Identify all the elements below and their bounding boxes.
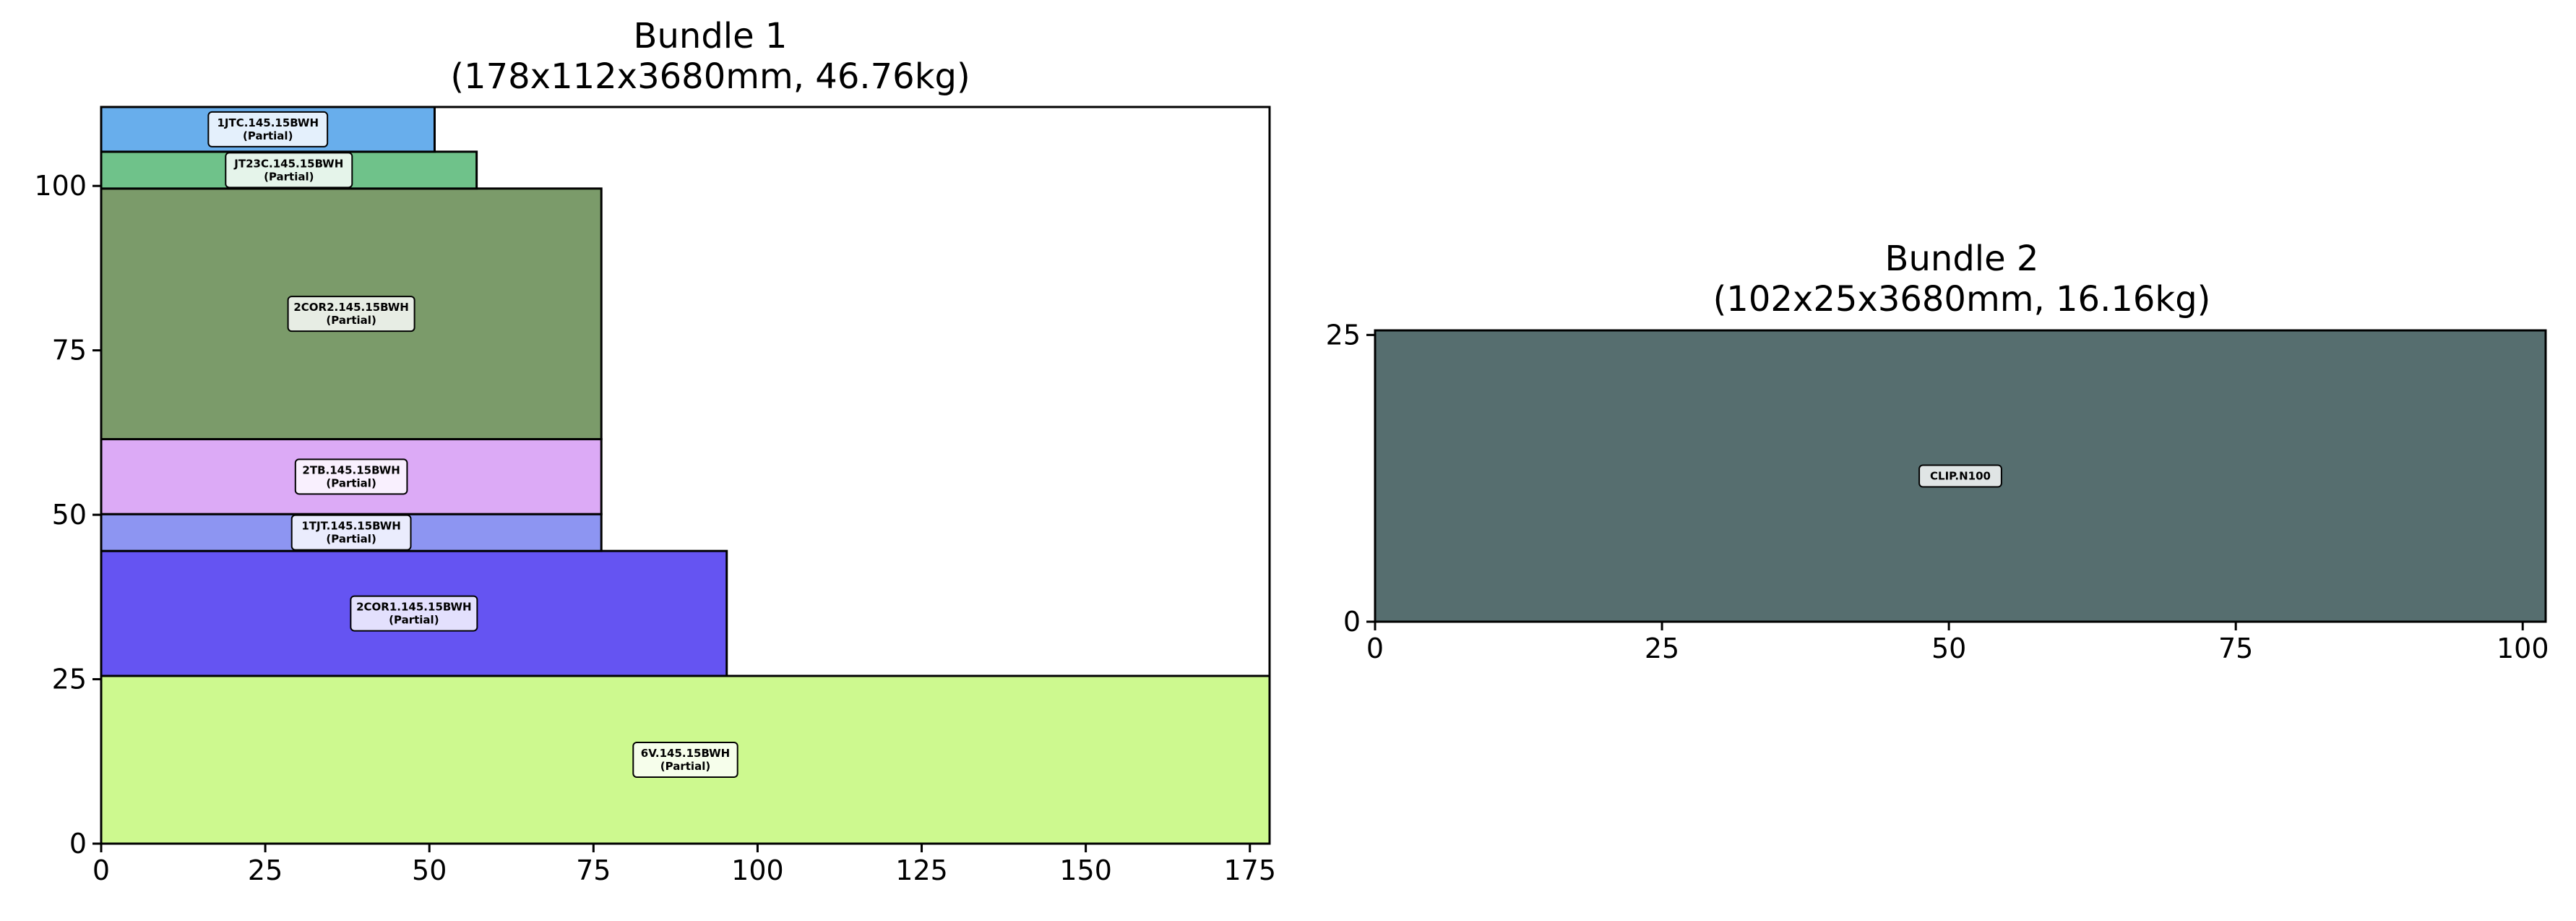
bundle-2-item-0-label-name: CLIP.N100: [1930, 470, 1991, 483]
bundle-2-title: Bundle 2: [1885, 239, 2039, 279]
bundle-1-y-tick-label-2: 50: [52, 499, 87, 531]
bundle-1-item-4-label-box: [287, 296, 415, 333]
bundle-1-y-tick-label-1: 25: [52, 664, 87, 695]
bundle-1-x-tick-label-3: 75: [576, 854, 611, 886]
bundle-1-y-tick-label-3: 75: [52, 335, 87, 367]
bundle-1-item-0-label-box: [632, 741, 738, 778]
bundle-1-y-tick-label-0: 0: [69, 828, 87, 860]
bundle-1-y-tick-label-4: 100: [34, 170, 87, 202]
bundle-1-item-4-label-name: 2COR2.145.15BWH: [293, 301, 408, 314]
bundle-1-x-tick-label-2: 50: [412, 854, 447, 886]
bundle-1-item-1-label-name: 2COR1.145.15BWH: [356, 601, 471, 614]
bundle-1-x-tick-label-5: 125: [895, 854, 948, 886]
bundle-1-item-1-label-box: [350, 595, 478, 632]
bundle-1-item-4-label-note: (Partial): [326, 314, 376, 327]
bundle-1-item-0-label-name: 6V.145.15BWH: [641, 747, 730, 760]
bundle-2-panel: Bundle 2 (102x25x3680mm, 16.16kg) CLIP.N…: [1326, 239, 2549, 664]
bundle-1-x-tick-label-4: 100: [731, 854, 784, 886]
bundle-2-x-tick-label-1: 25: [1645, 633, 1679, 664]
bundle-1-item-3-label-note: (Partial): [326, 476, 376, 489]
bundle-2-y-tick-label-0: 0: [1343, 606, 1361, 638]
bundle-2-y-tick-label-1: 25: [1326, 319, 1361, 351]
bundle-1-item-2-label-note: (Partial): [326, 533, 376, 546]
bundle-2-subtitle: (102x25x3680mm, 16.16kg): [1713, 279, 2211, 320]
bundle-2-x-tick-label-3: 75: [2218, 633, 2253, 664]
bundle-1-subtitle: (178x112x3680mm, 46.76kg): [450, 56, 970, 97]
bundle-1-title: Bundle 1: [634, 16, 788, 56]
bundle-1-item-2-label-name: 1TJT.145.15BWH: [301, 520, 401, 533]
bundle-2-axes-frame: [1374, 329, 2547, 623]
bundle-1-item-6-label-note: (Partial): [243, 129, 293, 142]
bundle-1-item-6-label-name: 1JTC.145.15BWH: [217, 116, 319, 129]
bundle-1-item-6-label-box: [207, 111, 329, 147]
bundle-1-axes-frame: [100, 106, 1271, 845]
bundle-1-x-tick-label-0: 0: [92, 854, 110, 886]
bundle-1-panel: Bundle 1 (178x112x3680mm, 46.76kg) 6V.14…: [34, 16, 1276, 886]
bundle-2-item-0-label-box: [1918, 464, 2002, 488]
bundle-1-x-tick-label-1: 25: [248, 854, 283, 886]
bundle-1-item-0-label-note: (Partial): [660, 760, 710, 773]
bundle-1-item-5-label-note: (Partial): [264, 170, 314, 183]
bundle-2-x-tick-label-4: 100: [2497, 633, 2549, 664]
bundle-2-x-tick-label-0: 0: [1366, 633, 1384, 664]
bundle-1-item-3-label-box: [294, 458, 408, 495]
bundle-1-item-5-label-name: JT23C.145.15BWH: [233, 157, 343, 170]
bundle-1-item-3-label-name: 2TB.145.15BWH: [302, 463, 400, 476]
bundle-1-x-tick-label-7: 175: [1223, 854, 1276, 886]
bundle-2-x-tick-label-2: 50: [1931, 633, 1966, 664]
bundle-1-x-tick-label-6: 150: [1059, 854, 1112, 886]
bundle-1-item-1-label-note: (Partial): [389, 614, 439, 627]
